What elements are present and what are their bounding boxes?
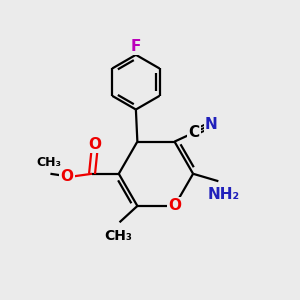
Text: O: O [88, 136, 101, 152]
Text: NH₂: NH₂ [208, 187, 240, 202]
Text: O: O [168, 199, 181, 214]
Text: F: F [131, 39, 141, 54]
Text: C: C [188, 125, 200, 140]
Text: CH₃: CH₃ [36, 156, 61, 169]
Text: N: N [205, 117, 217, 132]
Text: CH₃: CH₃ [104, 229, 132, 243]
Text: O: O [61, 169, 74, 184]
